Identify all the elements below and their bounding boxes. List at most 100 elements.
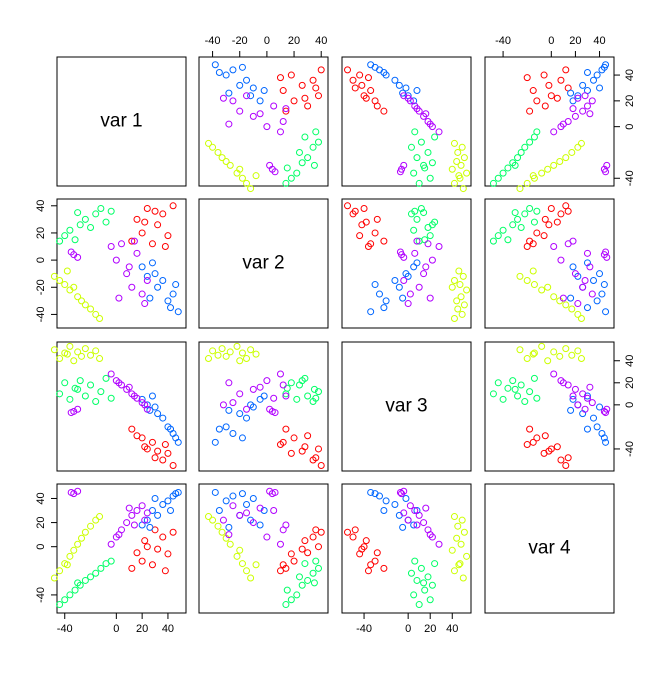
point <box>544 357 552 365</box>
point <box>314 564 322 572</box>
point <box>312 128 320 136</box>
point <box>413 237 421 245</box>
point <box>588 97 596 105</box>
y-tick-label: 40 <box>35 492 47 504</box>
point <box>410 226 418 234</box>
panel <box>56 56 187 187</box>
point <box>164 550 172 558</box>
point <box>298 447 306 455</box>
point <box>559 294 567 302</box>
point <box>167 304 175 312</box>
point <box>312 526 320 534</box>
point <box>598 290 606 298</box>
point <box>571 112 579 120</box>
point <box>263 377 271 385</box>
point <box>600 281 608 289</box>
point <box>146 523 154 531</box>
point <box>71 586 79 594</box>
point <box>252 172 260 180</box>
point <box>567 89 575 97</box>
panel <box>198 341 329 472</box>
y-tick-label: 0 <box>35 257 47 263</box>
point <box>415 601 423 609</box>
point <box>279 87 287 95</box>
point <box>456 560 464 568</box>
point <box>87 573 95 581</box>
point <box>138 395 146 403</box>
point <box>115 379 123 387</box>
point <box>74 579 82 587</box>
point <box>454 148 462 156</box>
variable-label: var 4 <box>528 538 571 559</box>
point <box>588 290 596 298</box>
point <box>295 148 303 156</box>
point <box>247 346 255 354</box>
point <box>81 528 89 536</box>
point <box>225 379 233 387</box>
point <box>489 179 497 187</box>
point <box>256 504 264 512</box>
point <box>71 236 79 244</box>
point <box>148 561 156 569</box>
point <box>78 352 86 360</box>
point <box>411 249 419 257</box>
point <box>226 540 234 548</box>
point <box>141 300 149 308</box>
x-tick-label: -40 <box>205 35 221 47</box>
point <box>533 394 541 402</box>
point <box>56 237 64 245</box>
point <box>380 107 388 115</box>
point <box>309 533 317 541</box>
point <box>344 202 352 210</box>
point <box>431 218 439 226</box>
point <box>282 179 290 187</box>
point <box>229 492 237 500</box>
point <box>557 456 565 464</box>
point <box>553 443 561 451</box>
point <box>455 561 463 569</box>
point <box>159 500 167 508</box>
point <box>557 76 565 84</box>
point <box>382 297 390 305</box>
point <box>571 385 579 393</box>
point <box>92 310 100 318</box>
point <box>102 374 110 382</box>
y-tick-label: -20 <box>35 279 47 295</box>
point <box>577 355 585 363</box>
point <box>151 403 159 411</box>
point <box>450 513 458 521</box>
point <box>92 347 100 355</box>
point <box>362 537 370 545</box>
point <box>380 68 388 76</box>
point <box>457 540 465 548</box>
point <box>143 272 151 280</box>
point <box>545 221 553 229</box>
point <box>391 276 399 284</box>
point <box>290 434 298 442</box>
point <box>577 139 585 147</box>
point <box>125 263 133 271</box>
point <box>107 540 115 548</box>
point <box>344 66 352 74</box>
point <box>523 179 531 187</box>
point <box>356 71 364 79</box>
point <box>283 164 291 172</box>
point <box>364 567 372 575</box>
point <box>569 395 577 403</box>
point <box>130 521 138 529</box>
point <box>74 253 82 261</box>
x-tick-label: -40 <box>57 623 73 635</box>
point <box>602 438 610 446</box>
point <box>593 71 601 79</box>
point <box>215 507 223 515</box>
point <box>66 342 74 350</box>
y-tick-label: 0 <box>624 124 636 130</box>
point <box>579 283 587 291</box>
point <box>141 537 149 545</box>
point <box>586 383 594 391</box>
point <box>283 586 291 594</box>
point <box>128 564 136 572</box>
point <box>107 243 115 251</box>
